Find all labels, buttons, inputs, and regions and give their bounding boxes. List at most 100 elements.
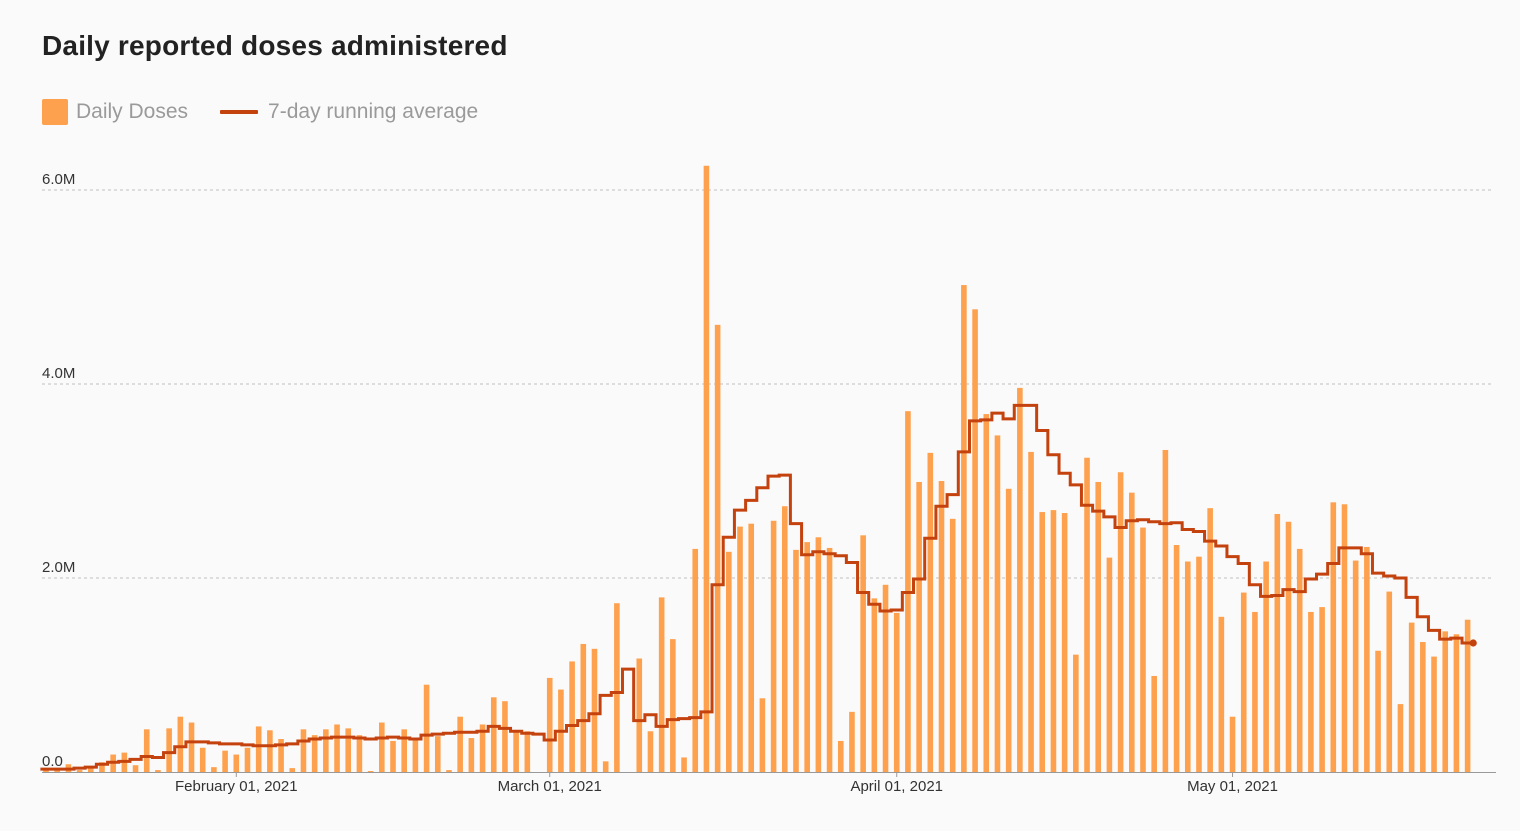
bar — [479, 724, 486, 772]
bar — [815, 537, 822, 772]
bar — [1296, 548, 1303, 772]
bar — [1028, 451, 1034, 772]
bar — [300, 729, 307, 772]
bar — [882, 584, 889, 772]
bar — [871, 598, 878, 772]
bar — [591, 648, 598, 772]
bar — [356, 735, 363, 772]
running-average-line — [40, 403, 1474, 771]
bar — [99, 762, 105, 772]
bar — [1151, 675, 1157, 772]
bar — [714, 324, 721, 772]
bar — [546, 677, 553, 772]
bar — [188, 722, 195, 772]
bar — [423, 684, 430, 772]
bar — [748, 523, 755, 772]
bar — [87, 767, 94, 772]
bar — [849, 711, 855, 772]
bar-series — [43, 165, 1471, 772]
x-tick-label: March 01, 2021 — [498, 778, 602, 795]
bar — [1352, 560, 1359, 772]
bar — [1308, 611, 1314, 772]
bar — [1117, 472, 1124, 772]
chart-title: Daily reported doses administered — [42, 30, 508, 61]
bar — [972, 309, 978, 772]
bar — [1240, 592, 1247, 772]
x-tick-label: February 01, 2021 — [175, 778, 298, 795]
bar — [490, 697, 497, 772]
bar — [1173, 545, 1180, 772]
bar — [804, 542, 810, 772]
bar — [614, 603, 620, 772]
x-tick-label: May 01, 2021 — [1187, 778, 1278, 795]
bar — [681, 757, 687, 772]
bar — [1408, 622, 1415, 772]
bar — [826, 547, 833, 772]
legend-item-running-average[interactable]: 7-day running average — [220, 100, 478, 124]
bar — [1017, 387, 1023, 772]
bar — [177, 716, 184, 772]
legend: Daily Doses 7-day running average — [42, 96, 510, 128]
bar — [938, 481, 945, 772]
bar — [1420, 642, 1426, 772]
bar — [726, 551, 732, 772]
bar — [569, 661, 575, 772]
bar — [781, 506, 788, 772]
bar — [837, 740, 844, 772]
bar — [1442, 631, 1449, 772]
bar — [759, 698, 766, 772]
x-axis: February 01, 2021 March 01, 2021 April 01,… — [42, 772, 1496, 795]
bar — [1140, 527, 1146, 772]
bar — [345, 728, 352, 772]
bar — [1050, 510, 1057, 772]
bar — [1285, 521, 1292, 772]
y-axis: 0.0 2.0M 4.0M 6.0M — [42, 171, 75, 770]
bar — [1229, 716, 1236, 772]
bar — [255, 726, 262, 772]
bar — [513, 730, 519, 772]
bar — [1084, 457, 1090, 772]
bar — [692, 548, 699, 772]
bar — [434, 736, 441, 772]
bar — [1005, 488, 1012, 772]
bar — [54, 770, 60, 772]
bar — [636, 658, 643, 772]
bar — [132, 765, 139, 772]
bar — [367, 771, 374, 772]
bar — [76, 770, 83, 772]
bar — [1073, 654, 1079, 772]
legend-item-daily-doses[interactable]: Daily Doses — [42, 99, 188, 125]
bar — [199, 747, 206, 772]
bar — [166, 728, 172, 772]
bar — [961, 285, 967, 772]
bar — [1453, 634, 1460, 772]
bar — [1330, 502, 1337, 772]
bar — [267, 730, 273, 772]
bar — [737, 526, 743, 772]
bar — [1375, 650, 1381, 772]
bar — [1196, 556, 1202, 772]
y-tick-label: 0.0 — [42, 753, 63, 770]
bar — [770, 520, 777, 772]
bar — [1341, 504, 1348, 772]
bar — [244, 747, 251, 772]
x-tick-label: April 01, 2021 — [850, 778, 943, 795]
y-tick-label: 6.0M — [42, 171, 75, 188]
bar — [289, 768, 296, 772]
bar — [222, 750, 228, 772]
bar — [457, 716, 463, 772]
bar — [1184, 561, 1191, 772]
bar — [43, 770, 49, 772]
bar — [278, 739, 284, 772]
bar — [502, 701, 508, 772]
bar — [401, 729, 408, 772]
bar — [647, 731, 654, 772]
running-average-endpoint — [1469, 639, 1477, 647]
bar — [860, 535, 866, 772]
bar — [793, 549, 799, 772]
bar — [927, 452, 934, 772]
bar — [1218, 616, 1225, 772]
y-tick-label: 4.0M — [42, 365, 75, 382]
bar — [703, 165, 710, 772]
